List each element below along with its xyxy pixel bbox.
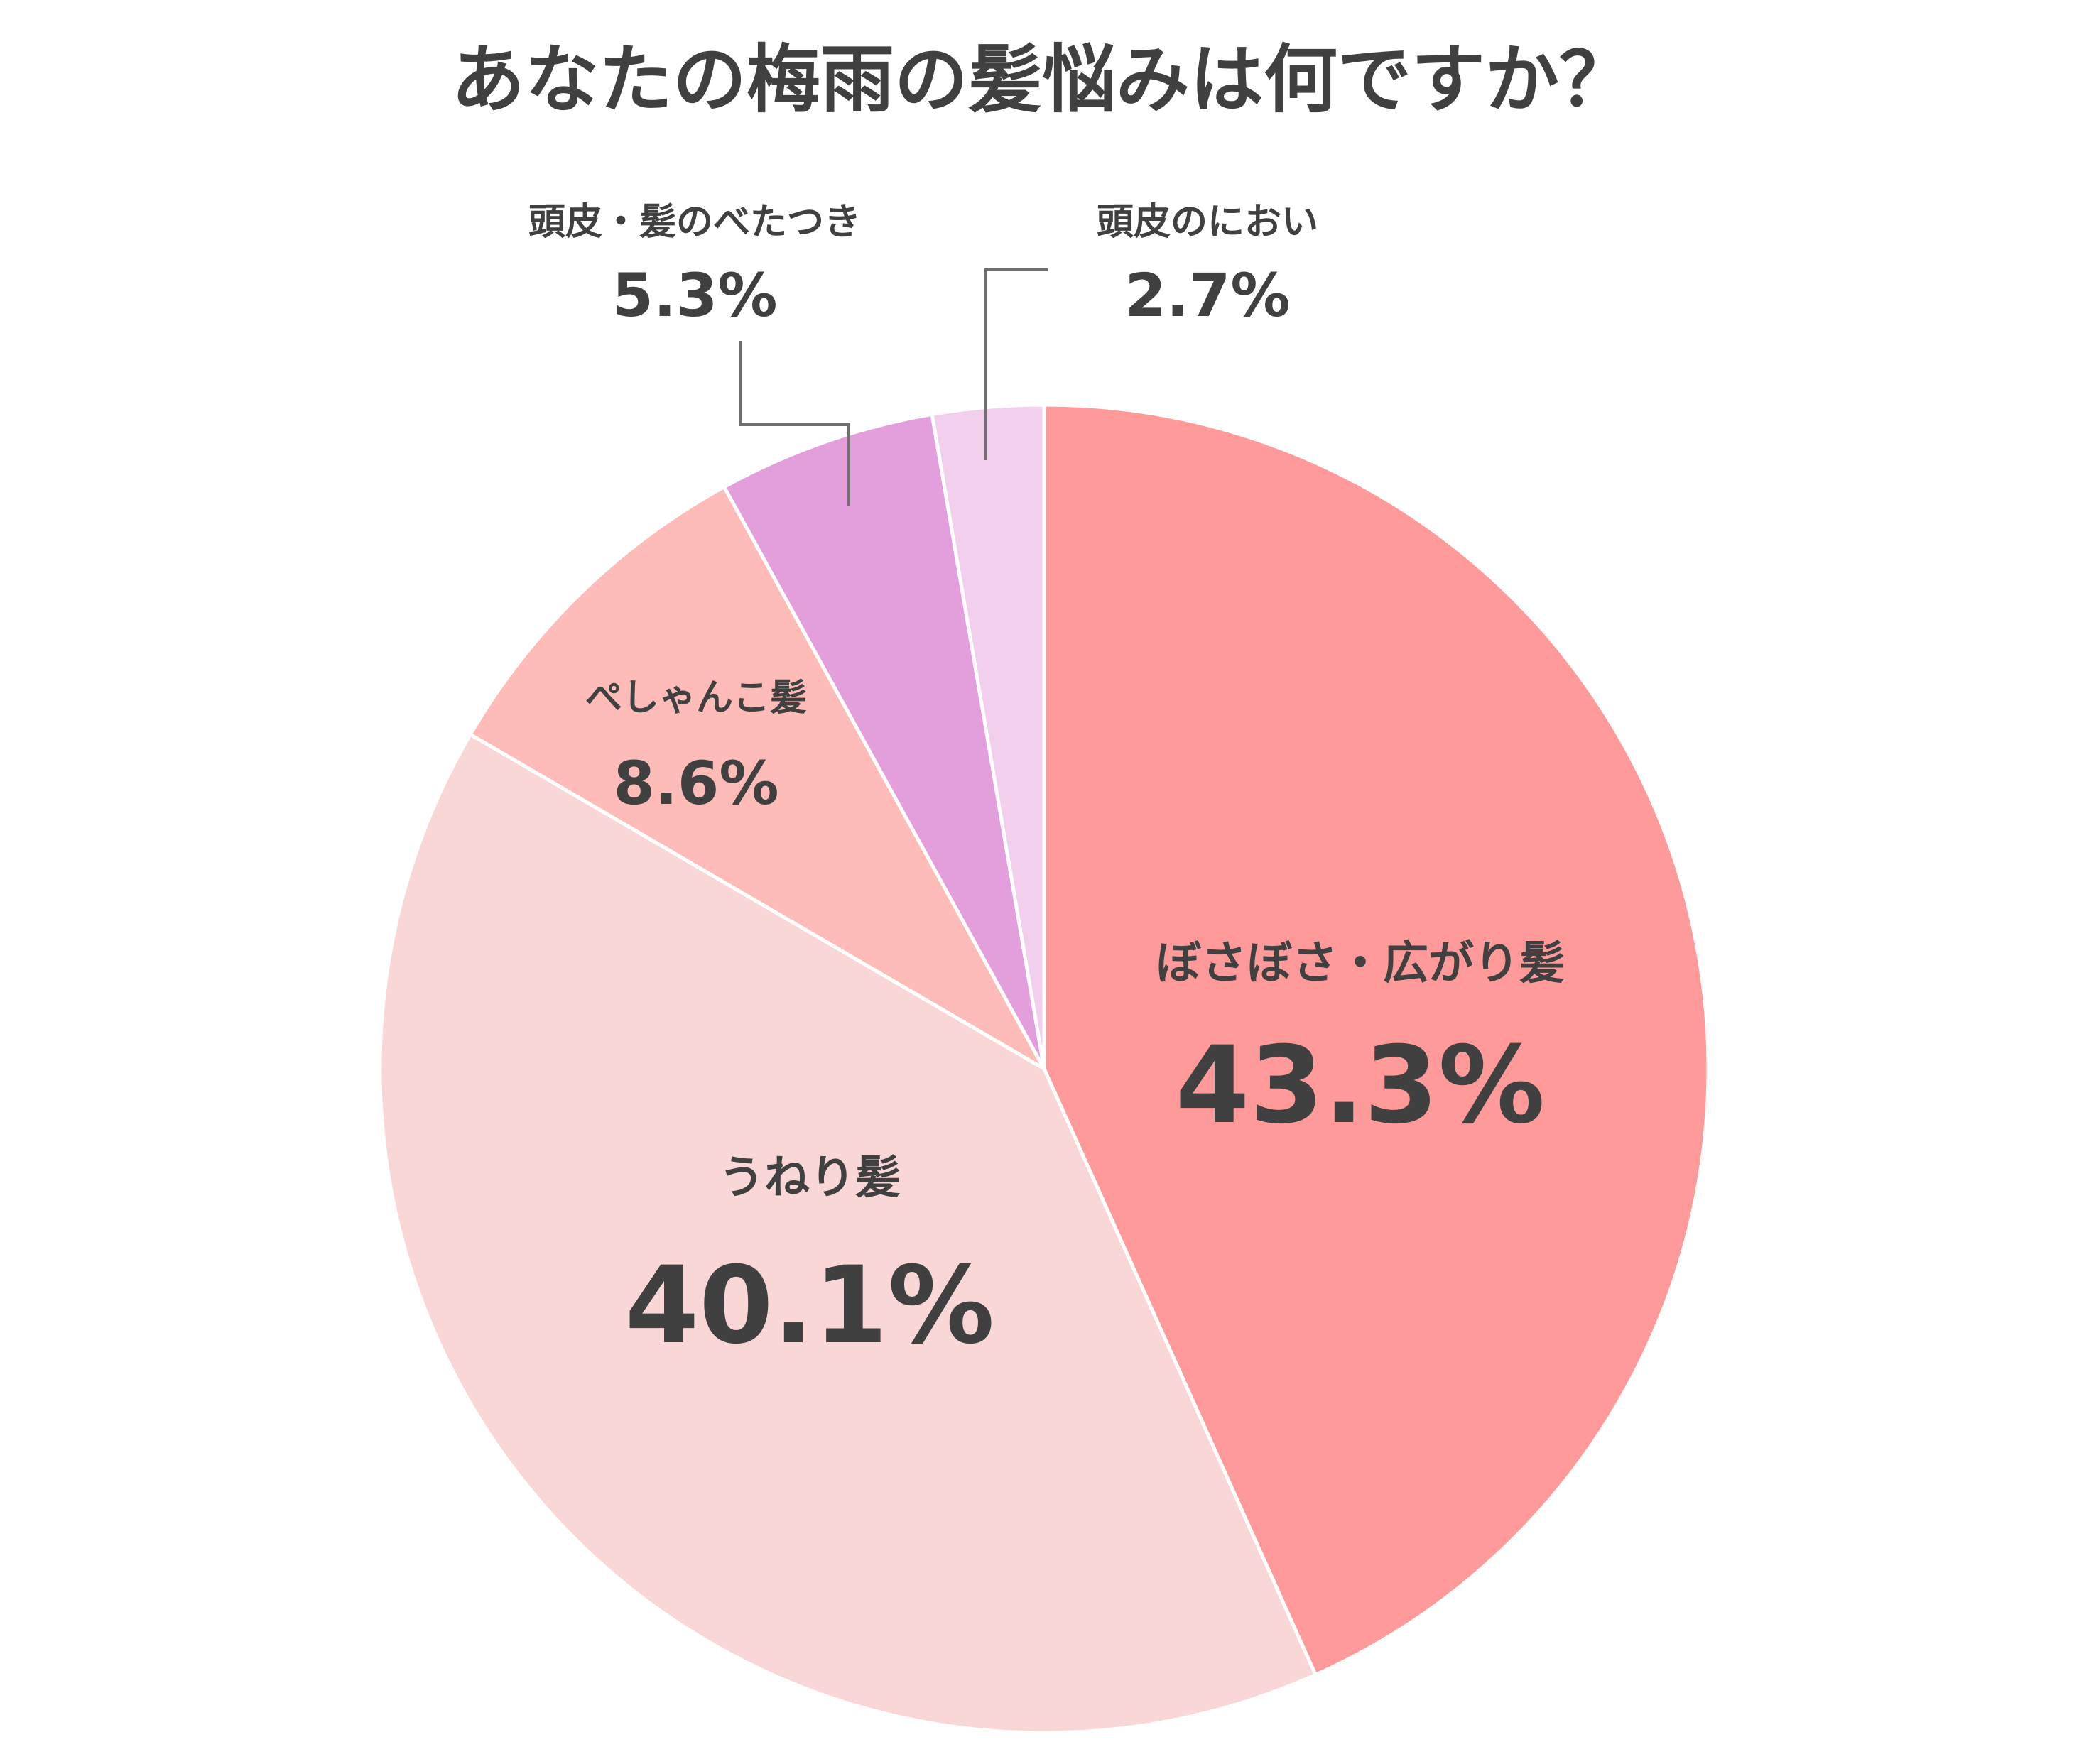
slice-3-label: ぺしゃんこ髪 — [585, 677, 807, 719]
slice-3-value-label: 8.6% — [614, 748, 779, 818]
slice-5-label: 頭皮のにおい — [1097, 201, 1318, 244]
slice-2-wedge — [378, 732, 1318, 1735]
slice-5-wedge — [930, 403, 1046, 1071]
slice-4-wedge — [722, 412, 1046, 1071]
slice-2-value-label: 40.1% — [625, 1244, 994, 1368]
slice-4-leader-line — [739, 341, 850, 506]
slice-5-leader-line — [984, 268, 1048, 460]
slice-4-label: 頭皮・髪のべたつき — [528, 201, 861, 244]
slice-5-value-label: 2.7% — [1125, 261, 1291, 330]
slice-1-label: ぼさぼさ・広がり髪 — [1156, 937, 1565, 990]
pie-slices — [378, 403, 1710, 1735]
chart-title: あなたの梅雨の髪悩みは何ですか？ — [451, 36, 1633, 123]
slice-1-wedge — [1042, 403, 1710, 1677]
slice-3-wedge — [468, 485, 1046, 1071]
slice-4-value-label: 5.3% — [612, 261, 778, 330]
slice-2-label: うねり髪 — [719, 1152, 901, 1204]
leader-lines — [739, 268, 1048, 506]
slice-1-value-label: 43.3% — [1176, 1024, 1545, 1148]
slice-labels: ぼさぼさ・広がり髪 43.3% うねり髪 40.1% ぺしゃんこ髪 8.6% 頭皮・髪のべた… — [528, 201, 1565, 1368]
